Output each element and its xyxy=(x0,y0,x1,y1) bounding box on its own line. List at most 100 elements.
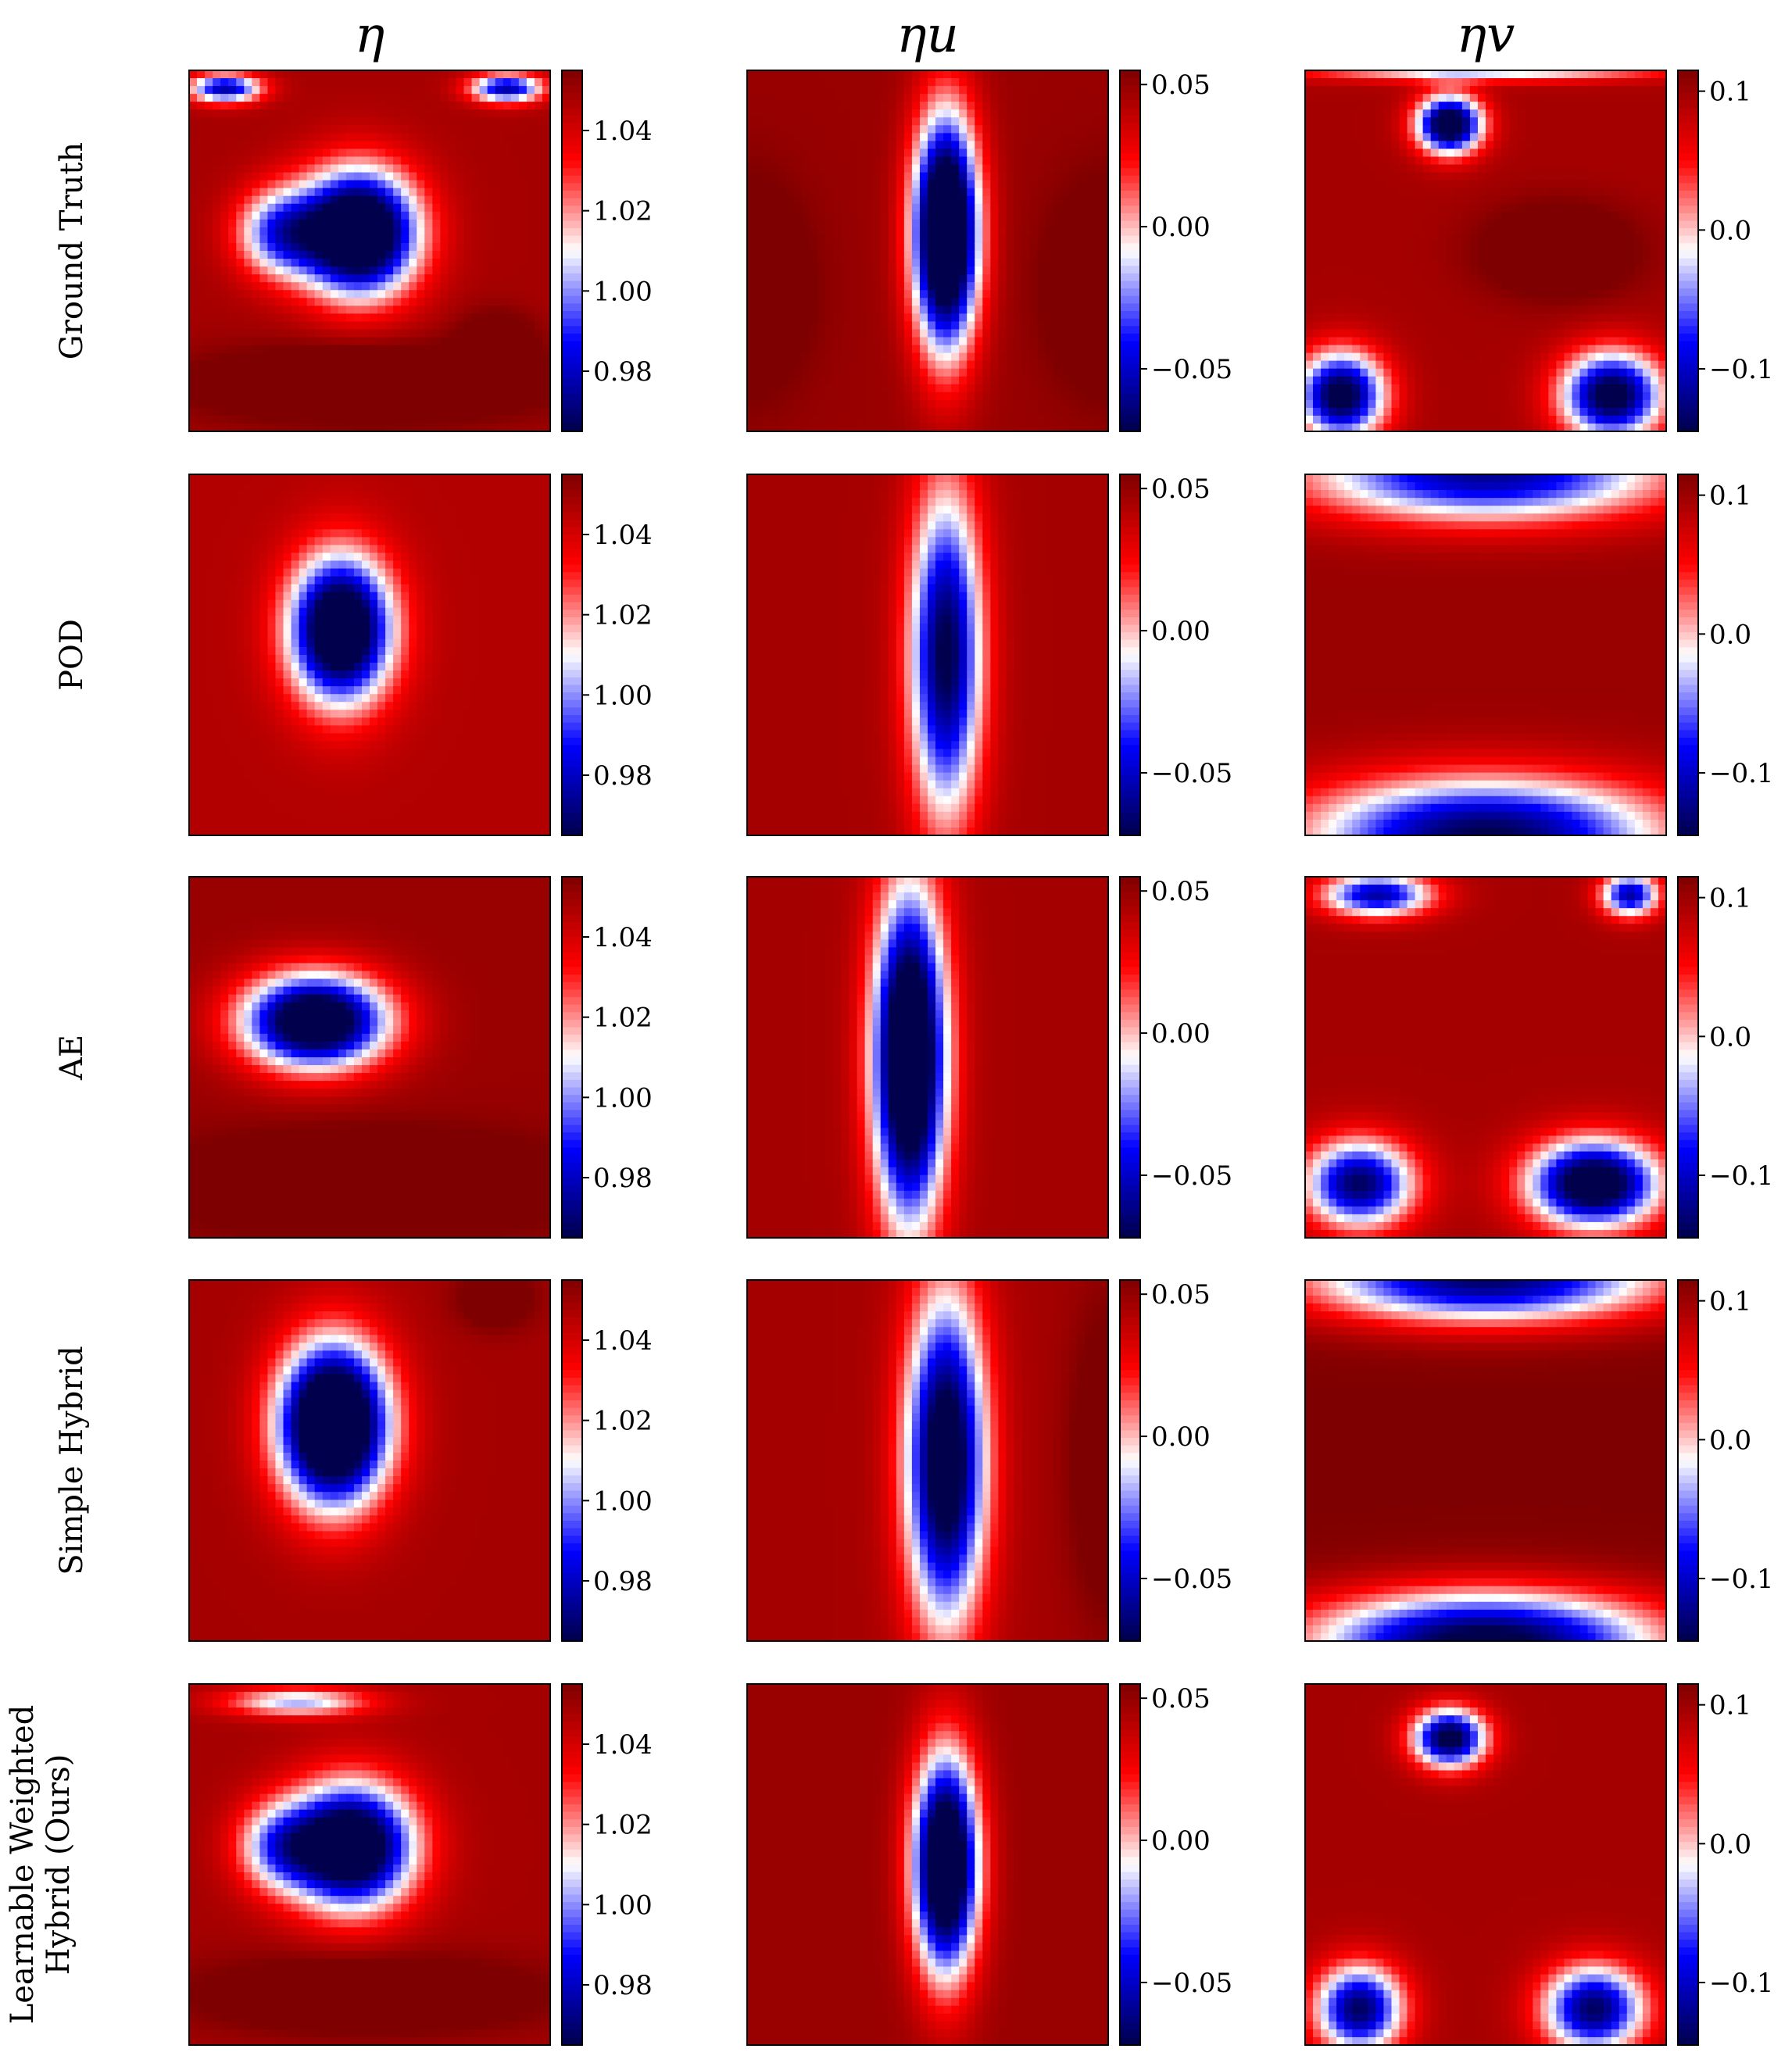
heatmap-cell xyxy=(881,220,889,228)
heatmap-cell xyxy=(331,181,339,189)
heatmap-cell xyxy=(346,196,355,205)
heatmap-cell xyxy=(825,204,834,213)
heatmap-cell xyxy=(810,298,818,306)
heatmap-cell xyxy=(817,109,826,118)
heatmap-cell xyxy=(951,148,960,157)
heatmap-cell xyxy=(802,321,810,330)
heatmap-cell xyxy=(817,117,826,126)
heatmap-cell xyxy=(197,416,206,424)
heatmap-cell xyxy=(889,78,897,87)
heatmap-cell xyxy=(771,369,779,377)
heatmap-cell xyxy=(377,94,386,102)
heatmap-cell xyxy=(967,259,975,267)
heatmap-cell xyxy=(747,282,756,291)
row-label-line: Learnable Weighted xyxy=(5,1705,41,2025)
heatmap-cell xyxy=(456,148,464,157)
heatmap-cell xyxy=(857,337,866,345)
heatmap-cell xyxy=(377,321,386,330)
heatmap-cell xyxy=(928,181,936,189)
heatmap-cell xyxy=(889,313,897,322)
heatmap-cell xyxy=(456,181,464,189)
heatmap-cell xyxy=(189,70,198,79)
heatmap-cell xyxy=(417,102,425,110)
heatmap-cell xyxy=(488,321,496,330)
heatmap-cell xyxy=(440,290,449,299)
heatmap-cell xyxy=(495,165,504,173)
heatmap-cell xyxy=(267,235,276,244)
heatmap-cell xyxy=(472,384,481,393)
heatmap-cell xyxy=(912,290,921,299)
heatmap-cell xyxy=(401,220,410,228)
heatmap-cell xyxy=(912,70,921,79)
colorbar-cell xyxy=(562,168,582,176)
heatmap-cell xyxy=(1006,329,1014,338)
heatmap-cell xyxy=(975,156,983,165)
colorbar-cell xyxy=(562,311,582,319)
heatmap-cell xyxy=(896,392,905,401)
colorbar-cell xyxy=(562,108,582,116)
heatmap-cell xyxy=(935,212,944,220)
heatmap-cell xyxy=(323,86,331,95)
heatmap-cell xyxy=(331,86,339,95)
heatmap-cell xyxy=(786,102,795,110)
heatmap-cell xyxy=(771,78,779,87)
heatmap-cell xyxy=(778,117,787,126)
heatmap-cell xyxy=(370,204,378,213)
heatmap-cell xyxy=(1038,133,1046,141)
heatmap-cell xyxy=(817,416,826,424)
heatmap-cell xyxy=(307,78,316,87)
heatmap-cell xyxy=(189,165,198,173)
heatmap-cell xyxy=(244,188,252,197)
heatmap-cell xyxy=(354,141,363,149)
heatmap-cell xyxy=(472,313,481,322)
heatmap-cell xyxy=(323,369,331,377)
heatmap-cell xyxy=(943,220,952,228)
heatmap-cell xyxy=(299,117,308,126)
heatmap-cell xyxy=(519,141,528,149)
heatmap-cell xyxy=(370,361,378,370)
heatmap-cell xyxy=(755,125,764,134)
heatmap-cell xyxy=(228,220,237,228)
heatmap-cell xyxy=(385,109,394,118)
heatmap-cell xyxy=(338,181,347,189)
heatmap-cell xyxy=(896,361,905,370)
heatmap-cell xyxy=(833,408,842,417)
heatmap-cell xyxy=(1006,392,1014,401)
heatmap-cell xyxy=(299,109,308,118)
heatmap-cell xyxy=(464,235,473,244)
heatmap-cell xyxy=(189,345,198,354)
heatmap-cell xyxy=(794,102,803,110)
heatmap-cell xyxy=(865,94,874,102)
heatmap-cell xyxy=(401,329,410,338)
heatmap-cell xyxy=(464,148,473,157)
heatmap-cell xyxy=(401,70,410,79)
heatmap-cell xyxy=(511,290,520,299)
heatmap-cell xyxy=(1030,133,1039,141)
heatmap-cell xyxy=(275,70,284,79)
heatmap-cell xyxy=(511,78,520,87)
heatmap-cell xyxy=(1022,384,1031,393)
heatmap-cell xyxy=(472,361,481,370)
heatmap-cell xyxy=(763,220,771,228)
heatmap-cell xyxy=(432,384,441,393)
heatmap-cell xyxy=(873,306,882,314)
heatmap-cell xyxy=(810,384,818,393)
heatmap-cell xyxy=(1038,361,1046,370)
heatmap-cell xyxy=(535,148,543,157)
heatmap-cell xyxy=(284,282,292,291)
heatmap-cell xyxy=(432,416,441,424)
heatmap-cell xyxy=(503,377,512,385)
heatmap-cell xyxy=(362,251,370,259)
heatmap-cell xyxy=(982,188,991,197)
heatmap-cell xyxy=(267,306,276,314)
heatmap-cell xyxy=(189,274,198,283)
heatmap-cell xyxy=(920,70,928,79)
heatmap-cell xyxy=(1030,274,1039,283)
heatmap-cell xyxy=(1030,188,1039,197)
heatmap-cell xyxy=(424,70,433,79)
heatmap-cell xyxy=(307,173,316,181)
heatmap-cell xyxy=(951,329,960,338)
heatmap-cell xyxy=(833,125,842,134)
heatmap-cell xyxy=(495,133,504,141)
heatmap-cell xyxy=(331,298,339,306)
